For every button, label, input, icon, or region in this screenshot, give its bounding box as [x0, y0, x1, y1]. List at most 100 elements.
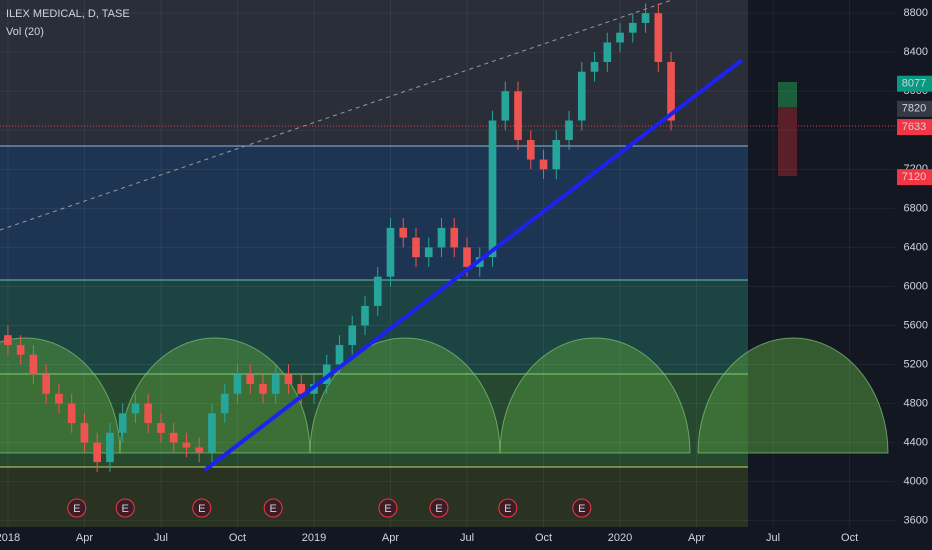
earnings-marker [498, 498, 518, 518]
candle-body [284, 374, 293, 385]
indicator-label: Vol (20) [6, 26, 44, 38]
earnings-marker [67, 498, 87, 518]
zone [0, 146, 748, 280]
candle-body [526, 140, 535, 160]
candle-body [195, 447, 204, 453]
y-tick-label: 6000 [904, 280, 928, 292]
x-tick-label: 2019 [302, 532, 326, 544]
price-label: 7120 [902, 171, 926, 183]
candle-body [424, 247, 433, 258]
y-tick-label: 5200 [904, 358, 928, 370]
y-tick-label: 8800 [904, 7, 928, 19]
candle-body [577, 71, 586, 121]
candle-body [4, 335, 12, 345]
candle-body [667, 61, 675, 121]
earnings-marker [115, 498, 135, 518]
candle-body [80, 423, 89, 443]
candle-body [246, 374, 255, 385]
candle-body [373, 276, 382, 306]
earnings-label: E [198, 503, 205, 515]
candle-body [654, 13, 663, 62]
candle-body [233, 374, 242, 394]
x-tick-label: Jul [460, 532, 474, 544]
candle-body [361, 305, 369, 326]
y-tick-label: 8400 [904, 46, 928, 58]
candle-body [208, 413, 216, 453]
earnings-label: E [435, 503, 442, 515]
earnings-marker [263, 498, 283, 518]
x-tick-label: 2020 [608, 532, 632, 544]
earnings-marker [192, 498, 212, 518]
candle-body [29, 354, 38, 375]
candle-body [450, 227, 459, 248]
price-label: 8077 [902, 78, 926, 90]
earnings-label: E [269, 503, 276, 515]
trend-line [203, 58, 744, 472]
price-label-box [897, 100, 932, 117]
candle-body [118, 413, 127, 433]
zone [0, 467, 748, 527]
candle-body [297, 384, 306, 394]
candle-body [539, 159, 548, 170]
earnings-label: E [73, 503, 80, 515]
candle-body [628, 22, 637, 33]
price-label-box [897, 169, 932, 186]
candle-body [144, 403, 153, 424]
candle-body [271, 374, 280, 394]
x-tick-label: Apr [688, 532, 705, 544]
candle-body [501, 91, 510, 121]
y-tick-label: 5600 [904, 319, 928, 331]
candle-body [259, 384, 267, 394]
x-tick-label: Jul [766, 532, 780, 544]
candle-body [157, 423, 165, 433]
earnings-label: E [578, 503, 585, 515]
y-tick-label: 4800 [904, 397, 928, 409]
x-tick-label: Apr [76, 532, 93, 544]
x-tick-label: Jul [154, 532, 168, 544]
candle-body [220, 393, 229, 414]
candle-body [552, 140, 561, 170]
candle-body [106, 432, 114, 463]
candle-body [603, 42, 612, 62]
candle-body [131, 403, 140, 414]
candle-body [463, 247, 471, 267]
candle-body [16, 344, 25, 355]
candle-body [437, 227, 446, 248]
candle-body [169, 432, 178, 443]
zone [0, 0, 748, 146]
y-tick-label: 4000 [904, 476, 928, 488]
x-tick-label: 2018 [0, 532, 20, 544]
earnings-label: E [504, 503, 511, 515]
candle-body [412, 237, 420, 258]
earnings-label: E [384, 503, 391, 515]
earnings-label: E [122, 503, 129, 515]
y-tick-label: 3600 [904, 515, 928, 527]
candle-body [93, 442, 102, 463]
candle-body [322, 364, 331, 385]
x-tick-label: Oct [229, 532, 246, 544]
candle-body [399, 227, 408, 238]
x-tick-label: Apr [382, 532, 399, 544]
candle-body [641, 13, 650, 23]
candle-body [565, 120, 573, 141]
x-tick-label: Oct [535, 532, 552, 544]
price-label: 7820 [902, 103, 926, 115]
chart-title: ILEX MEDICAL, D, TASE [6, 8, 130, 20]
position-loss [778, 107, 797, 176]
x-tick-label: Oct [841, 532, 858, 544]
candle-body [55, 393, 63, 404]
candle-body [67, 403, 76, 424]
candle-body [42, 374, 50, 394]
earnings-marker [378, 498, 398, 518]
candle-body [488, 120, 497, 258]
price-label-box [897, 75, 932, 92]
candle-body [590, 61, 599, 72]
candle-body [182, 442, 191, 448]
candle-body [335, 344, 344, 365]
candle-body [616, 32, 624, 43]
earnings-marker [429, 498, 449, 518]
y-tick-label: 6800 [904, 202, 928, 214]
candle-body [386, 227, 395, 277]
price-label-box [897, 119, 932, 136]
